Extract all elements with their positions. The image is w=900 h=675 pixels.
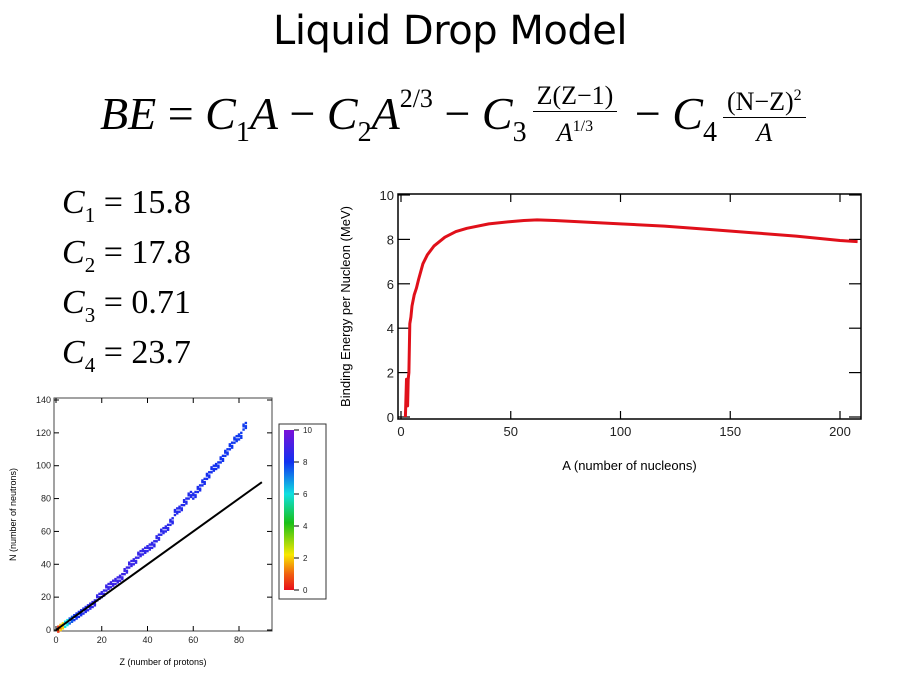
fraction-denominator: A	[756, 117, 773, 147]
formula-c3-sub: 3	[512, 117, 527, 148]
svg-text:10: 10	[380, 188, 394, 203]
formula-c3: C	[481, 88, 513, 139]
fraction-numerator: (N−Z)	[726, 86, 794, 116]
constant-c1: C1 = 15.8	[62, 184, 191, 227]
svg-text:0: 0	[397, 424, 404, 439]
chart-axes: 0 50 100 150 200 0 2 4 6 8 10	[380, 188, 862, 439]
formula-minus: −	[634, 88, 661, 139]
svg-text:50: 50	[504, 424, 518, 439]
formula-c1-sub: 1	[235, 117, 250, 148]
fraction-numerator: Z(Z−1)	[532, 81, 618, 112]
constant-c3: C3 = 0.71	[62, 284, 191, 327]
formula-minus: −	[444, 88, 471, 139]
formula-c4: C	[672, 88, 703, 139]
constant-value: 0.71	[131, 284, 191, 321]
x-axis-label: A (number of nucleons)	[562, 458, 696, 473]
constant-c2: C2 = 17.8	[62, 234, 191, 277]
svg-text:150: 150	[719, 424, 741, 439]
constant-value: 17.8	[131, 234, 191, 271]
formula-c2-sub: 2	[357, 117, 372, 148]
fraction-exp: 1/3	[572, 117, 594, 135]
formula-c2: C	[326, 88, 358, 139]
constant-c4: C4 = 23.7	[62, 334, 191, 377]
constants-list: C1 = 15.8 C2 = 17.8 C3 = 0.71 C4 = 23.7	[62, 180, 191, 380]
formula-c4-sub: 4	[702, 117, 717, 148]
formula-exp: 2/3	[399, 84, 433, 113]
svg-text:8: 8	[387, 232, 394, 247]
svg-text:200: 200	[829, 424, 851, 439]
slide-title: Liquid Drop Model	[273, 8, 627, 54]
fraction-exp: 2	[793, 86, 802, 104]
fraction-denominator: A	[556, 117, 573, 147]
constant-value: 23.7	[131, 334, 191, 371]
svg-text:0: 0	[387, 410, 394, 425]
binding-energy-curve	[403, 218, 858, 418]
formula-equals: =	[167, 88, 194, 139]
binding-energy-formula: BE = C1A − C2A2/3 − C3 Z(Z−1) A1/3 − C4 (N−…	[100, 81, 812, 152]
svg-text:6: 6	[387, 277, 394, 292]
formula-a: A	[371, 88, 400, 139]
formula-c1: C	[205, 88, 236, 139]
constant-value: 15.8	[131, 184, 191, 221]
y-axis-label: Binding Energy per Nucleon (MeV)	[338, 206, 353, 407]
formula-a: A	[249, 88, 278, 139]
svg-text:100: 100	[610, 424, 632, 439]
coulomb-fraction: Z(Z−1) A1/3	[532, 81, 618, 148]
svg-text:2: 2	[387, 366, 394, 381]
formula-minus: −	[289, 88, 316, 139]
formula-lhs: BE	[100, 88, 157, 139]
svg-text:4: 4	[387, 321, 394, 336]
asymmetry-fraction: (N−Z)2 A	[722, 81, 806, 148]
